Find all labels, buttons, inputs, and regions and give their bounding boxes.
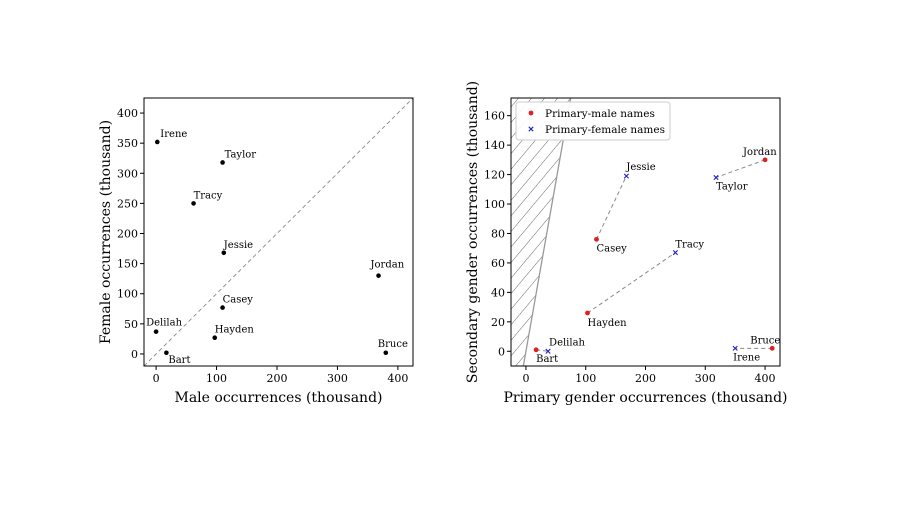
point-casey (220, 305, 225, 310)
left-plot-frame (143, 97, 414, 367)
female-point-irene (732, 345, 738, 351)
left-x-tick-label: 100 (206, 372, 227, 385)
point-label-hayden: Hayden (588, 318, 628, 329)
right-y-tick-label: 140 (484, 139, 505, 152)
point-label-jessie: Jessie (223, 240, 253, 251)
point-label-jordan: Jordan (742, 147, 777, 158)
point-label-bart: Bart (536, 354, 558, 365)
male-point-bruce (769, 345, 775, 351)
right-y-tick-label: 80 (491, 227, 505, 240)
point-label-casey: Casey (596, 243, 627, 254)
identity-reference-line (144, 98, 413, 366)
point-hayden (212, 335, 218, 340)
right-y-tick-label: 160 (484, 110, 505, 123)
point-taylor (220, 160, 225, 165)
point-label-hayden: Hayden (215, 325, 255, 336)
legend-male-marker (528, 110, 534, 116)
right-plot-area (511, 98, 773, 366)
point-delilah (153, 329, 159, 334)
right-x-tick-label: 400 (755, 372, 776, 385)
pair-line-casey-jessie (596, 175, 627, 240)
right-scatter-chart: 0 100 200 300 400 0 20 40 60 80 100 120 140 160 Primar… (465, 81, 788, 406)
left-x-tick-label: 300 (327, 372, 348, 385)
point-label-irene: Irene (733, 352, 760, 363)
point-jessie (221, 250, 227, 256)
legend-female-label: Primary-female names (545, 124, 665, 136)
legend-box (515, 101, 671, 141)
right-y-axis-label: Secondary gender occurrences (thousand) (465, 81, 481, 383)
right-y-tick-label: 120 (484, 169, 505, 182)
right-x-tick-label: 200 (635, 372, 656, 385)
point-label-tracy: Tracy (675, 240, 704, 251)
left-plot-area (144, 98, 413, 366)
female-point-tracy (672, 250, 678, 256)
point-label-delilah: Delilah (146, 318, 182, 329)
right-y-tick-label: 20 (491, 316, 505, 329)
female-point-taylor (713, 174, 719, 181)
left-y-tick-label: 100 (117, 288, 138, 301)
point-label-bart: Bart (168, 355, 190, 366)
region-boundary-line (522, 98, 572, 366)
point-label-bruce: Bruce (378, 339, 408, 350)
left-x-tick-label: 400 (387, 372, 408, 385)
legend: Primary-male names Primary-female names (515, 101, 671, 141)
legend-male-label: Primary-male names (545, 108, 655, 120)
female-point-delilah (545, 348, 551, 354)
hatched-infeasible-region (511, 98, 571, 366)
left-scatter-chart: 0 100 200 300 400 0 50 100 150 200 250 300 350 400 Mal… (98, 97, 414, 406)
point-label-taylor: Taylor (716, 182, 748, 193)
left-y-tick-label: 200 (117, 228, 138, 241)
right-y-tick-label: 100 (484, 198, 505, 211)
point-label-jessie: Jessie (625, 162, 655, 173)
male-point-bart (533, 347, 539, 353)
left-y-tick-label: 300 (117, 167, 138, 180)
point-tracy (191, 201, 196, 206)
pair-line-jordan-taylor (715, 159, 766, 178)
left-y-axis-label: Female occurrences (thousand) (98, 120, 114, 344)
left-y-tick-label: 50 (124, 318, 138, 331)
point-label-tracy: Tracy (194, 190, 223, 201)
right-x-tick-label: 300 (695, 372, 716, 385)
point-label-taylor: Taylor (225, 149, 257, 160)
right-x-axis-label: Primary gender occurrences (thousand) (503, 390, 787, 406)
left-y-tick-label: 400 (117, 107, 138, 120)
point-irene (154, 139, 160, 145)
point-bart (164, 350, 169, 356)
pair-line-hayden-tracy (587, 252, 676, 314)
point-label-bruce: Bruce (750, 335, 780, 346)
left-y-tick-label: 350 (117, 137, 138, 150)
left-y-tick-label: 150 (117, 258, 138, 271)
right-y-tick-label: 0 (498, 345, 505, 358)
point-label-jordan: Jordan (370, 260, 405, 271)
left-x-axis-label: Male occurrences (thousand) (175, 390, 383, 406)
male-point-jordan (762, 157, 768, 163)
left-y-tick-label: 0 (131, 348, 138, 361)
left-x-tick-label: 0 (153, 372, 160, 385)
point-jordan (376, 273, 381, 278)
point-label-irene: Irene (160, 129, 187, 140)
legend-female-marker (528, 126, 534, 132)
male-point-casey (594, 236, 599, 242)
male-point-hayden (585, 310, 590, 316)
left-x-tick-label: 200 (266, 372, 287, 385)
right-x-tick-label: 100 (575, 372, 596, 385)
point-label-casey: Casey (223, 295, 254, 306)
right-y-tick-label: 40 (491, 286, 505, 299)
point-label-delilah: Delilah (549, 337, 585, 348)
point-bruce (383, 350, 389, 356)
right-x-tick-label: 0 (522, 372, 529, 385)
right-y-tick-label: 60 (491, 257, 505, 270)
left-y-tick-label: 250 (117, 197, 138, 210)
female-point-jessie (623, 173, 629, 179)
